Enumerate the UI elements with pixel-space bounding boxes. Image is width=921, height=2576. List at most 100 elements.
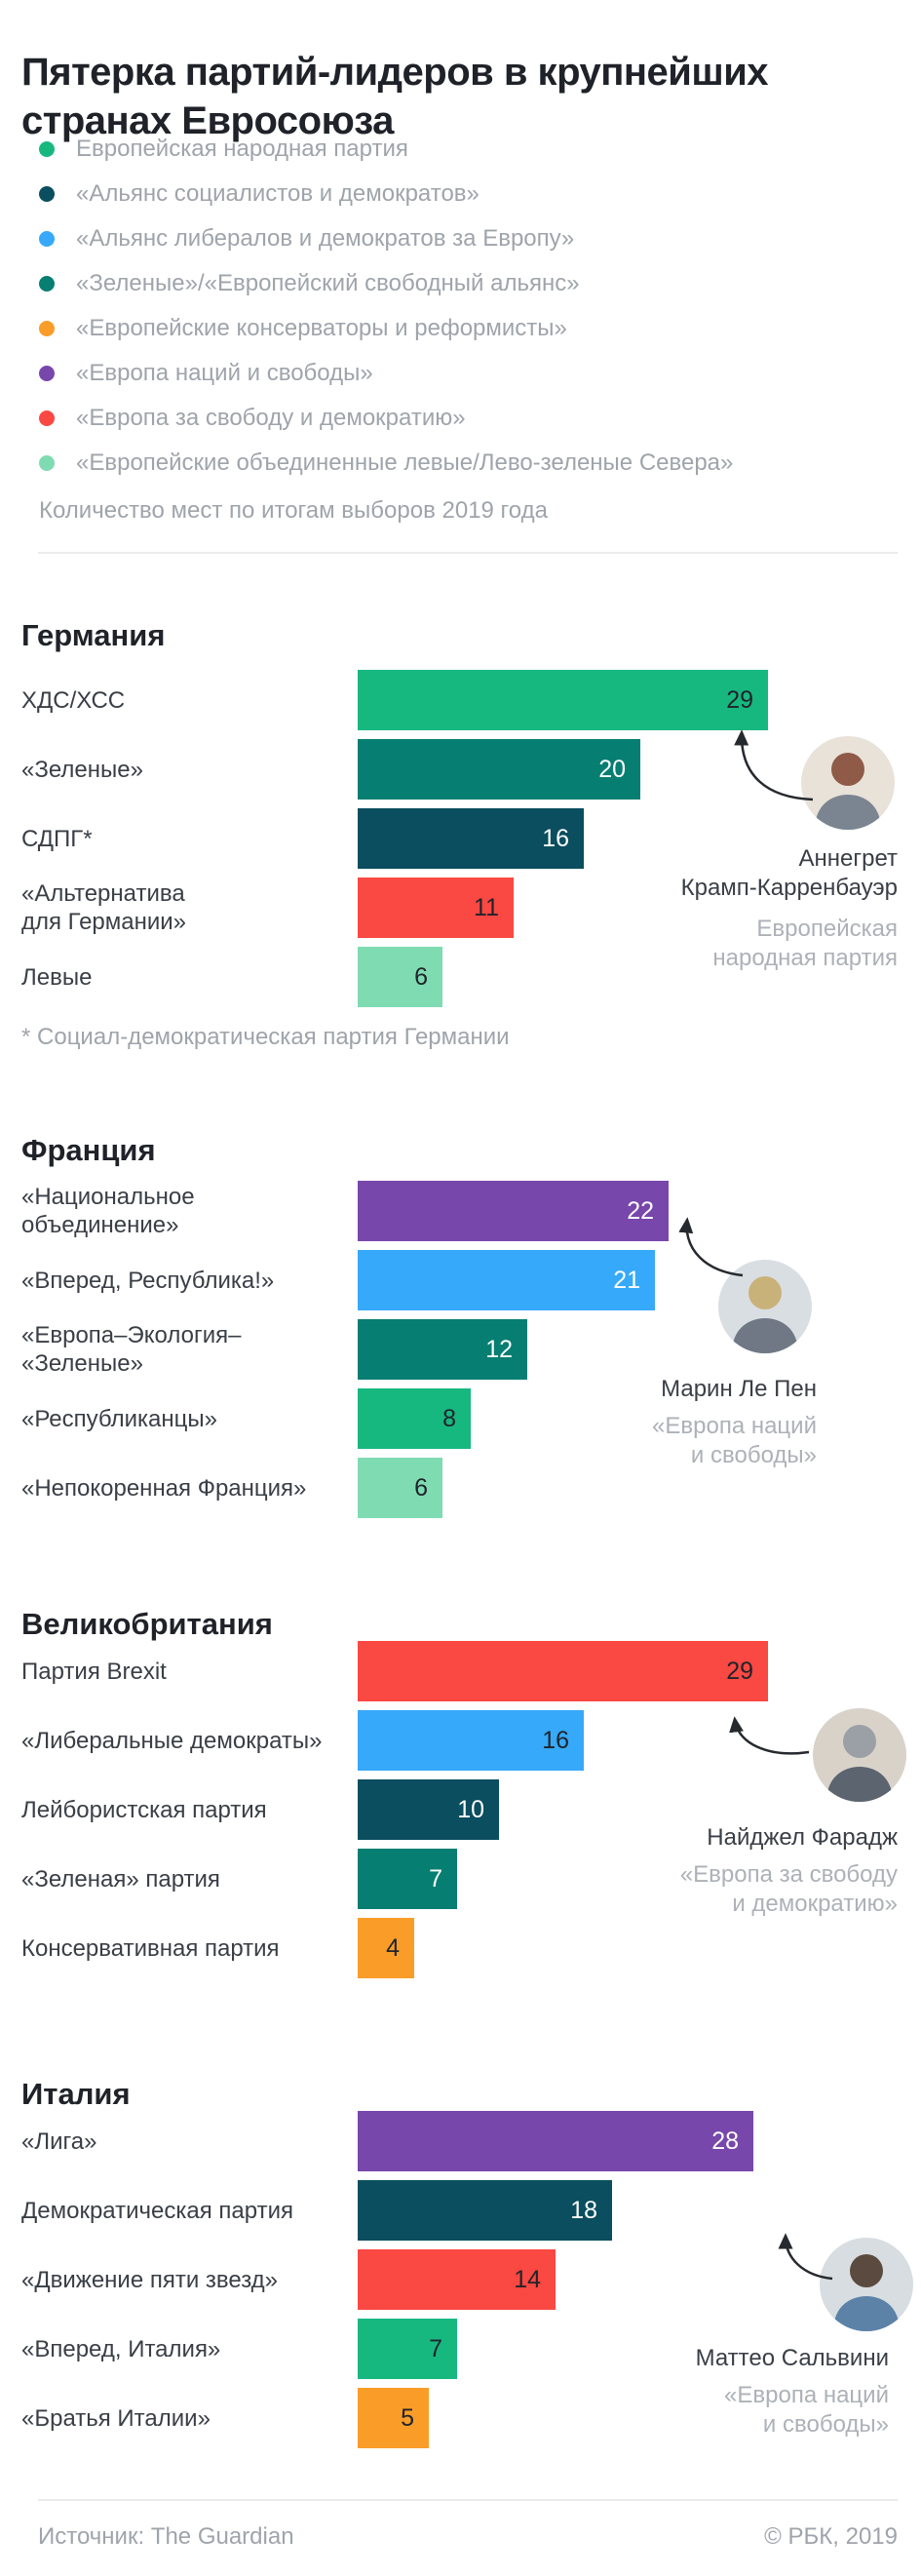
bar-row: «Альтернатива для Германии» 11 — [0, 878, 921, 938]
bar-row: СДПГ* 16 — [0, 808, 921, 869]
bar: 21 — [358, 1250, 655, 1310]
bar-row: «Либеральные демократы» 16 — [0, 1710, 921, 1771]
bar-value-label: 6 — [414, 962, 428, 991]
bar-label: «Вперед, Италия» — [21, 2335, 221, 2362]
bar-value-label: 11 — [474, 893, 499, 921]
legend-label: «Европейские объединенные левые/Лево-зел… — [76, 449, 734, 476]
bar-value-label: 29 — [726, 685, 753, 714]
bar: 4 — [358, 1918, 414, 1978]
bar-value-label: 7 — [429, 2334, 442, 2362]
bar-label: «Непокоренная Франция» — [21, 1474, 307, 1502]
bar-label: Лейбористская партия — [21, 1796, 267, 1823]
person-icon — [815, 753, 881, 830]
bar-value-label: 5 — [401, 2403, 414, 2432]
legend-label: «Альянс либералов и демократов за Европу… — [76, 225, 575, 252]
bar: 14 — [358, 2249, 556, 2310]
bar: 6 — [358, 1458, 442, 1518]
leader-photo-farage — [813, 1708, 906, 1802]
bar-value-label: 29 — [726, 1657, 753, 1685]
bar-label: «Вперед, Республика!» — [21, 1267, 275, 1294]
legend-item: Европейская народная партия — [39, 127, 733, 172]
leader-party-uk: «Европа за свободу и демократию» — [679, 1861, 898, 1917]
legend-item: «Европа за свободу и демократию» — [39, 396, 733, 441]
bar-row: Демократическая партия 18 — [0, 2180, 921, 2241]
legend: Европейская народная партия «Альянс соци… — [39, 127, 733, 486]
bar: 7 — [358, 2319, 457, 2379]
top-divider — [38, 552, 898, 554]
legend-dot-alde — [39, 231, 55, 247]
bar: 18 — [358, 2180, 612, 2241]
bar-row: «Республиканцы» 8 — [0, 1388, 921, 1449]
bar-value-label: 16 — [542, 824, 569, 852]
bar: 16 — [358, 808, 584, 869]
bar: 7 — [358, 1849, 457, 1909]
leader-party-italy: «Европа наций и свободы» — [724, 2382, 889, 2438]
bar-label: «Зеленые» — [21, 756, 143, 783]
bar-value-label: 10 — [457, 1795, 484, 1823]
bar: 8 — [358, 1388, 471, 1449]
country-header-italy: Италия — [21, 2076, 131, 2111]
legend-item: «Альянс социалистов и демократов» — [39, 172, 733, 216]
legend-dot-efdd — [39, 410, 55, 426]
legend-dot-ecr — [39, 321, 55, 336]
legend-label: «Европейские консерваторы и реформисты» — [76, 315, 567, 341]
bar-label: ХДС/ХСС — [21, 686, 126, 714]
bar-value-label: 14 — [514, 2265, 541, 2293]
bar-row: «Лига» 28 — [0, 2111, 921, 2171]
bar-row: «Зеленая» партия 7 — [0, 1849, 921, 1909]
bar: 20 — [358, 739, 640, 800]
bar-value-label: 28 — [711, 2127, 739, 2155]
legend-item: «Зеленые»/«Европейский свободный альянс» — [39, 261, 733, 306]
bar-value-label: 16 — [542, 1726, 569, 1754]
leader-name-germany: Аннегрет Крамп-Карренбауэр — [680, 845, 898, 901]
bar-label: Демократическая партия — [21, 2197, 293, 2224]
bar-value-label: 6 — [414, 1473, 428, 1502]
footnote-germany: * Социал-демократическая партия Германии — [21, 1024, 510, 1050]
leader-party-france: «Европа наций и свободы» — [652, 1413, 817, 1468]
bar: 6 — [358, 947, 442, 1007]
legend-dot-enf — [39, 366, 55, 381]
bar: 5 — [358, 2388, 429, 2448]
bar-row: ХДС/ХСС 29 — [0, 670, 921, 730]
footer-source: Источник: The Guardian — [38, 2523, 294, 2550]
person-icon — [833, 2254, 900, 2331]
leader-party-germany: Европейская народная партия — [712, 916, 898, 971]
bar-row: «Национальное объединение» 22 — [0, 1181, 921, 1241]
bar: 22 — [358, 1181, 669, 1241]
bar-label: «Братья Италии» — [21, 2404, 211, 2432]
legend-dot-socialists — [39, 186, 55, 202]
person-icon — [732, 1276, 798, 1353]
bar: 29 — [358, 1641, 768, 1701]
bar-value-label: 7 — [429, 1864, 442, 1893]
bar-label: «Лига» — [21, 2127, 97, 2155]
leader-name-uk: Найджел Фарадж — [707, 1824, 898, 1851]
bar: 12 — [358, 1319, 527, 1380]
legend-dot-epp — [39, 141, 55, 157]
leader-photo-le-pen — [718, 1260, 812, 1353]
legend-dot-guengl — [39, 455, 55, 471]
legend-item: «Европейские объединенные левые/Лево-зел… — [39, 441, 733, 486]
bar-row: «Вперед, Республика!» 21 — [0, 1250, 921, 1310]
person-icon — [826, 1725, 893, 1802]
bar-row: Партия Brexit 29 — [0, 1641, 921, 1701]
bar-label: Консервативная партия — [21, 1934, 280, 1962]
seats-note: Количество мест по итогам выборов 2019 г… — [39, 497, 548, 524]
bar-value-label: 8 — [442, 1404, 456, 1432]
bar: 28 — [358, 2111, 753, 2171]
leader-name-italy: Маттео Сальвини — [695, 2345, 889, 2371]
bar-label: «Республиканцы» — [21, 1405, 217, 1432]
legend-label: «Альянс социалистов и демократов» — [76, 180, 480, 207]
bar-row: Консервативная партия 4 — [0, 1918, 921, 1978]
country-header-france: Франция — [21, 1132, 156, 1167]
bar-row: «Братья Италии» 5 — [0, 2388, 921, 2448]
bar-label: «Либеральные демократы» — [21, 1727, 323, 1754]
bar-label: «Альтернатива для Германии» — [21, 880, 187, 935]
legend-item: «Европа наций и свободы» — [39, 351, 733, 396]
bar: 10 — [358, 1779, 499, 1840]
legend-label: «Европа за свободу и демократию» — [76, 405, 466, 431]
footer-divider — [38, 2499, 898, 2501]
country-header-germany: Германия — [21, 617, 166, 652]
bar-value-label: 22 — [627, 1196, 654, 1225]
legend-label: Европейская народная партия — [76, 136, 408, 162]
